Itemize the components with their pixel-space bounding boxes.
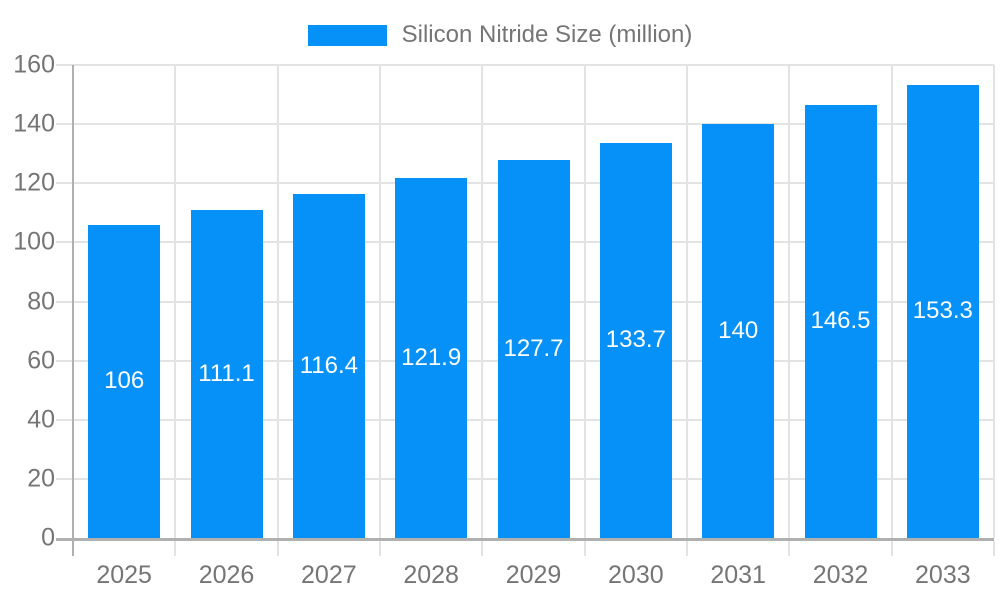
x-axis-tick — [788, 541, 791, 556]
y-axis-tick — [56, 241, 73, 244]
x-tick-label-2025: 2025 — [96, 561, 152, 589]
y-axis-tick — [56, 182, 73, 185]
y-gridline — [73, 123, 994, 126]
bar-2029: 127.7 — [497, 160, 570, 538]
y-gridline — [73, 64, 994, 66]
y-axis-tick — [56, 477, 73, 480]
x-gridline — [481, 65, 484, 538]
x-axis-tick — [583, 541, 586, 556]
y-tick-label: 100 — [13, 227, 55, 256]
x-tick-label-2029: 2029 — [505, 561, 562, 589]
x-tick-label-2026: 2026 — [198, 561, 255, 589]
bar-value-label: 153.3 — [912, 297, 973, 325]
x-gridline — [276, 65, 279, 538]
bar-value-label: 133.7 — [605, 326, 666, 354]
x-axis-tick — [686, 541, 688, 556]
x-axis-tick — [379, 541, 381, 556]
x-tick-label-2032: 2032 — [812, 561, 869, 589]
y-axis-tick — [56, 418, 73, 421]
bar-2031: 140 — [702, 124, 775, 538]
y-tick-label: 60 — [27, 346, 55, 375]
x-axis-tick — [174, 541, 177, 556]
y-tick-label: 80 — [27, 287, 55, 315]
x-axis-tick — [72, 541, 74, 556]
bar-2027: 116.4 — [292, 193, 365, 538]
y-tick-label: 140 — [13, 109, 55, 138]
x-tick-label-2027: 2027 — [301, 561, 357, 589]
bar-2030: 133.7 — [599, 142, 672, 538]
bar-value-label: 106 — [104, 367, 145, 395]
y-axis-tick — [56, 359, 73, 362]
y-axis-tick — [56, 300, 73, 303]
bar-2032: 146.5 — [804, 104, 877, 538]
chart-legend: Silicon Nitride Size (million) — [0, 21, 1000, 49]
bar-2025: 106 — [88, 224, 161, 538]
x-gridline — [174, 65, 177, 538]
bar-value-label: 140 — [718, 317, 759, 345]
x-tick-label-2030: 2030 — [608, 561, 664, 589]
bar-value-label: 116.4 — [299, 351, 358, 379]
x-axis-tick — [276, 541, 279, 556]
legend-label: Silicon Nitride Size (million) — [401, 21, 693, 48]
x-gridline — [686, 65, 688, 538]
legend-swatch-icon — [307, 24, 387, 46]
x-tick-label-2031: 2031 — [710, 561, 766, 589]
x-gridline — [788, 65, 791, 538]
bar-value-label: 121.9 — [401, 343, 462, 371]
x-gridline — [993, 65, 995, 538]
x-axis-tick — [481, 541, 484, 556]
y-axis-line — [72, 65, 74, 541]
bar-value-label: 146.5 — [810, 307, 871, 335]
bar-2026: 111.1 — [190, 209, 263, 538]
bar-2033: 153.3 — [906, 84, 979, 538]
y-tick-label: 40 — [27, 405, 55, 434]
y-tick-label: 160 — [13, 50, 55, 79]
y-tick-label: 0 — [41, 523, 55, 552]
bar-value-label: 127.7 — [503, 335, 564, 363]
x-axis-line — [56, 538, 994, 541]
y-axis-tick — [56, 123, 73, 126]
x-tick-label-2033: 2033 — [915, 561, 971, 589]
x-axis-tick — [993, 541, 995, 556]
x-tick-label-2028: 2028 — [403, 561, 459, 589]
x-gridline — [379, 65, 381, 538]
x-gridline — [890, 65, 893, 538]
x-gridline — [583, 65, 586, 538]
y-axis-tick — [56, 64, 73, 66]
y-tick-label: 120 — [13, 168, 55, 197]
bar-2028: 121.9 — [395, 177, 468, 538]
y-tick-label: 20 — [27, 464, 55, 493]
x-axis-tick — [890, 541, 893, 556]
bar-value-label: 111.1 — [198, 359, 255, 387]
legend-item-silicon-nitride[interactable]: Silicon Nitride Size (million) — [307, 21, 693, 49]
